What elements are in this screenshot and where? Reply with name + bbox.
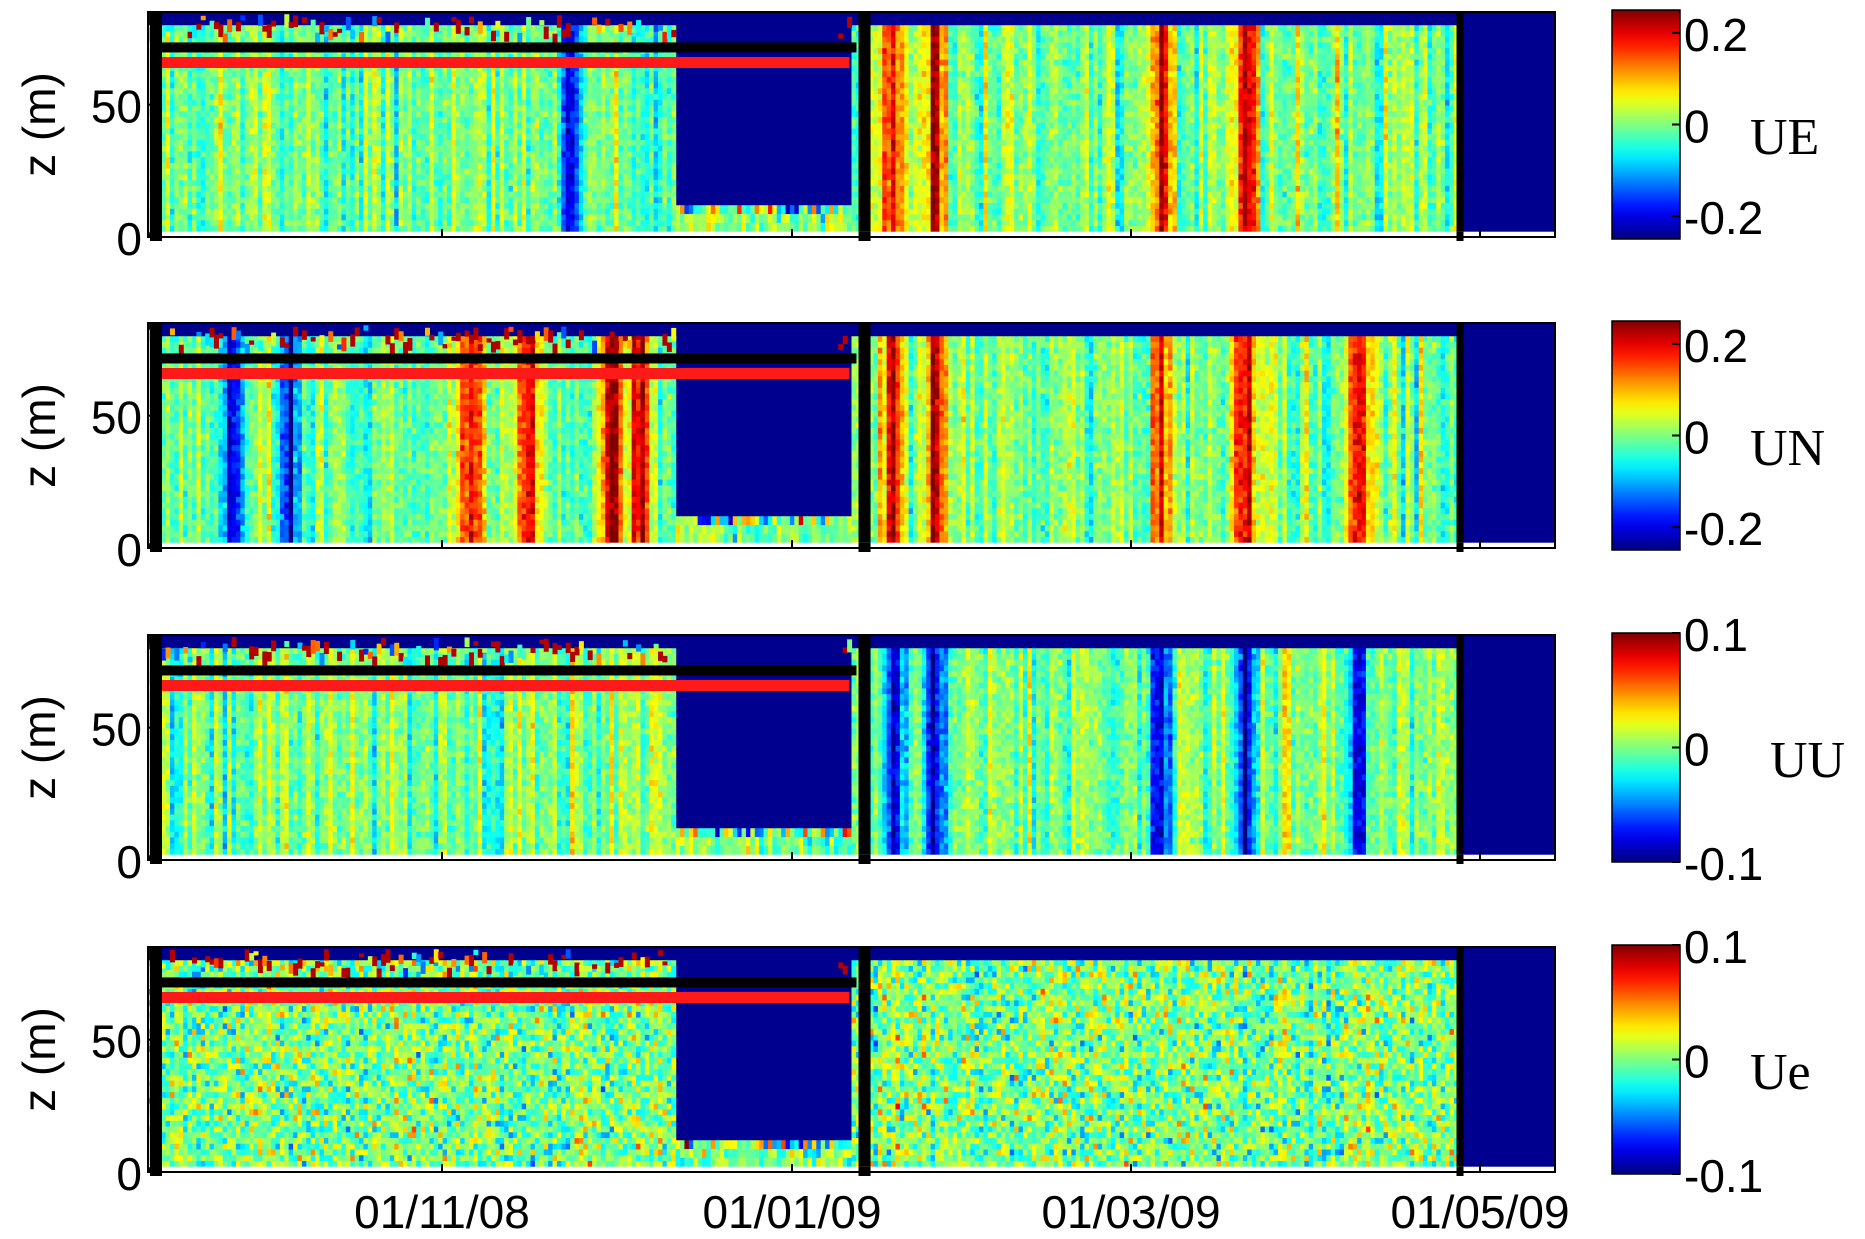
colorbar-tick-label: 0	[1684, 1036, 1710, 1088]
colorbar	[1611, 944, 1681, 1175]
heatmap-cells	[148, 637, 1464, 856]
below-bottom-strip	[162, 854, 1555, 860]
panel-un: 0 50 z (m) 0.2 0 -0.2 UN	[13, 320, 1825, 576]
variable-label: Ue	[1750, 1044, 1811, 1101]
panel-ue: 0 50 z (m) 0.2 0 -0.2 UE	[13, 9, 1819, 265]
y-tick-label: 0	[116, 1148, 142, 1200]
segment-divider	[858, 323, 871, 552]
segment-divider	[1456, 12, 1464, 241]
surface-line-red	[160, 368, 850, 379]
y-axis-label: z (m)	[13, 1007, 65, 1112]
surface-line-red	[160, 680, 850, 691]
panel-uu: 0 50 z (m) 0.1 0 -0.1UU	[13, 609, 1845, 890]
y-tick-label: 0	[116, 524, 142, 576]
colorbar-tick-label: 0	[1684, 412, 1710, 464]
panel-ue: 0 50 z (m) 0.1 0 -0.1 Ue	[13, 921, 1811, 1202]
surface-line-red	[160, 992, 850, 1003]
segment-divider	[1456, 947, 1464, 1176]
y-tick-label: 50	[91, 392, 142, 444]
segment-divider	[150, 947, 162, 1176]
colorbar-tick-label: 0.1	[1684, 609, 1748, 661]
x-tick-label: 01/11/08	[354, 1186, 530, 1238]
colorbar-tick-label: -0.1	[1684, 838, 1763, 890]
segment-divider	[1456, 323, 1464, 552]
colorbar-tick-label: 0.2	[1684, 9, 1748, 61]
y-tick-label: 50	[91, 1016, 142, 1068]
below-bottom-strip	[162, 1166, 1555, 1172]
y-axis-label: z (m)	[13, 383, 65, 488]
variable-label: UU	[1770, 732, 1845, 789]
colorbar-tick-label: 0	[1684, 724, 1710, 776]
axes-frame	[147, 322, 1556, 549]
y-tick-label: 50	[91, 81, 142, 133]
heatmap-cells	[148, 325, 1464, 544]
segment-divider	[858, 635, 871, 864]
variable-label: UE	[1750, 109, 1819, 166]
colorbar-tick-label: 0	[1684, 101, 1710, 153]
x-tick-label: 01/01/09	[702, 1186, 881, 1238]
axes-frame	[147, 11, 1556, 238]
colorbar-tick-label: -0.2	[1684, 192, 1763, 244]
surface-line-red	[160, 57, 850, 68]
variable-label: UN	[1750, 420, 1825, 477]
segment-divider	[1456, 635, 1464, 864]
surface-line-black	[160, 665, 857, 676]
below-bottom-strip	[162, 231, 1555, 237]
x-tick-label: 01/05/09	[1390, 1186, 1569, 1238]
y-tick-label: 0	[116, 213, 142, 265]
heatmap-cells	[148, 949, 1464, 1168]
surface-line-black	[160, 353, 857, 364]
segment-divider	[858, 947, 871, 1176]
colorbar-tick-label: 0.1	[1684, 921, 1748, 973]
surface-line-black	[160, 977, 857, 988]
colorbar	[1611, 320, 1681, 551]
y-tick-label: 50	[91, 704, 142, 756]
colorbar	[1611, 9, 1681, 240]
surface-line-black	[160, 42, 857, 53]
axes-frame	[147, 634, 1556, 861]
colorbar-tick-label: -0.1	[1684, 1150, 1763, 1202]
colorbar	[1611, 632, 1681, 863]
colorbar-tick-label: -0.2	[1684, 503, 1763, 555]
x-tick-label: 01/03/09	[1041, 1186, 1220, 1238]
y-axis-label: z (m)	[13, 72, 65, 177]
segment-divider	[858, 12, 871, 241]
y-axis-label: z (m)	[13, 695, 65, 800]
segment-divider	[150, 635, 162, 864]
axes-frame	[147, 946, 1556, 1173]
y-tick-label: 0	[116, 836, 142, 888]
colorbar-tick-label: 0.2	[1684, 320, 1748, 372]
segment-divider	[150, 323, 162, 552]
below-bottom-strip	[162, 542, 1555, 548]
segment-divider	[150, 12, 162, 241]
